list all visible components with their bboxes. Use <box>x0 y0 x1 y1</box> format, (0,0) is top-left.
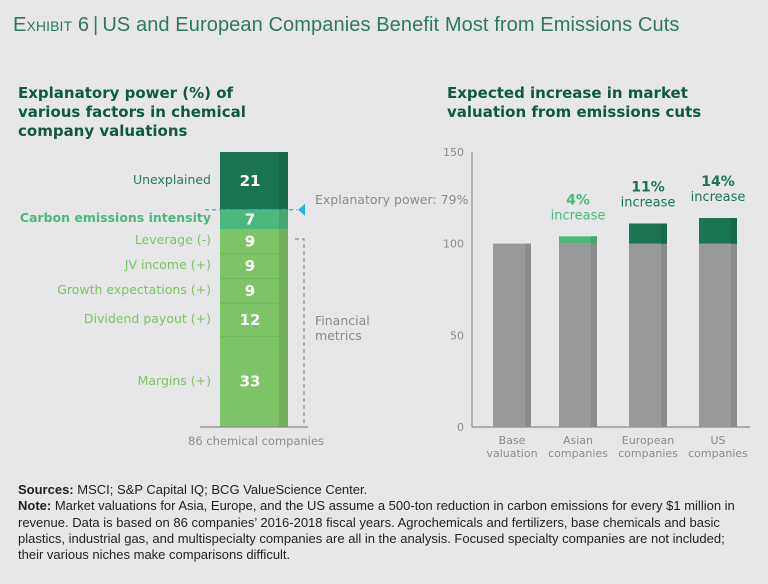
left-chart-title: Explanatory power (%) of various factors… <box>18 84 246 140</box>
y-tick-label: 0 <box>457 421 464 434</box>
note-text: Market valuations for Asia, Europe, and … <box>18 498 735 563</box>
x-category-label: Base <box>499 434 526 447</box>
segment-value-label: 9 <box>245 232 255 250</box>
note-paragraph: Note: Market valuations for Asia, Europe… <box>18 498 753 563</box>
y-tick-label: 100 <box>443 238 464 251</box>
explanatory-power-annotation: Explanatory power: 79% <box>315 192 469 207</box>
sources-label: Sources: <box>18 482 74 497</box>
stacked-segment-4 <box>220 278 288 304</box>
segment-label: Growth expectations (+) <box>57 281 211 297</box>
segment-label: Margins (+) <box>137 372 211 388</box>
segment-value-label: 21 <box>240 172 261 190</box>
base-bar <box>699 243 737 427</box>
x-category-label: valuation <box>486 447 537 460</box>
stacked-segment-shade-2 <box>279 229 288 254</box>
increase-text-label: increase <box>551 208 606 223</box>
base-bar <box>629 243 667 427</box>
base-bar-shade <box>661 243 667 427</box>
increase-bar <box>629 223 667 244</box>
financial-metrics-bracket <box>295 238 305 425</box>
stacked-segment-0 <box>220 152 288 210</box>
stacked-segment-6 <box>220 336 288 427</box>
sources-text: MSCI; S&P Capital IQ; BCG ValueScience C… <box>73 482 368 497</box>
segment-label: JV income (+) <box>124 257 211 273</box>
increase-pct-label: 14% <box>701 174 735 190</box>
stacked-segment-shade-1 <box>279 209 288 229</box>
footer-notes: Sources: MSCI; S&P Capital IQ; BCG Value… <box>18 482 753 563</box>
segment-label: Dividend payout (+) <box>83 310 211 326</box>
right-chart-title: Expected increase in market valuation fr… <box>447 84 702 121</box>
increase-bar-shade <box>731 218 737 244</box>
base-bar-shade <box>525 243 531 427</box>
x-category-label: European <box>622 434 674 447</box>
charts-canvas: 2179991233050100150Basevaluation4%increa… <box>200 146 750 460</box>
segment-value-label: 33 <box>240 373 261 391</box>
exhibit-heading: US and European Companies Benefit Most f… <box>102 14 680 36</box>
increase-pct-label: 4% <box>566 192 590 208</box>
left-chart-xlabel: 86 chemical companies <box>188 434 325 448</box>
exhibit-label: Exhibit 6 <box>13 14 90 36</box>
financial-metrics-annotation: Financial metrics <box>315 313 370 343</box>
segment-label: Carbon emissions intensity <box>19 210 211 226</box>
segment-value-label: 7 <box>245 210 255 228</box>
stacked-segment-shade-6 <box>279 336 288 427</box>
stacked-segment-1 <box>220 209 288 229</box>
increase-bar <box>559 236 597 244</box>
increase-pct-label: 11% <box>631 180 665 196</box>
y-tick-label: 50 <box>450 329 464 342</box>
stacked-segment-shade-0 <box>279 152 288 210</box>
increase-text-label: increase <box>691 190 746 205</box>
stacked-segment-shade-3 <box>279 253 288 279</box>
stacked-segment-3 <box>220 253 288 279</box>
x-category-label: companies <box>688 447 748 460</box>
increase-bar-shade <box>591 236 597 244</box>
x-category-label: companies <box>548 447 608 460</box>
segment-label: Unexplained <box>132 171 211 187</box>
segment-value-label: 12 <box>240 311 261 329</box>
note-label: Note: <box>18 498 52 514</box>
increase-bar <box>699 218 737 244</box>
y-tick-label: 150 <box>443 146 464 159</box>
stacked-segment-shade-5 <box>279 303 288 337</box>
exhibit-title: Exhibit 6 | US and European Companies Bene… <box>13 14 680 37</box>
stacked-segment-shade-4 <box>279 278 288 304</box>
sources-line: Sources: MSCI; S&P Capital IQ; BCG Value… <box>18 482 753 498</box>
segment-label: Leverage (-) <box>134 232 211 248</box>
base-bar <box>559 243 597 427</box>
segment-value-label: 9 <box>245 257 255 275</box>
x-category-label: Asian <box>563 434 593 447</box>
increase-bar-shade <box>661 223 667 244</box>
increase-text-label: increase <box>621 196 676 211</box>
title-separator: | <box>93 14 99 36</box>
stacked-segment-2 <box>220 229 288 254</box>
callout-arrow-icon <box>298 203 305 216</box>
x-category-label: US <box>710 434 725 447</box>
x-category-label: companies <box>618 447 678 460</box>
base-bar <box>493 243 531 427</box>
segment-value-label: 9 <box>245 282 255 300</box>
stacked-segment-5 <box>220 303 288 337</box>
base-bar-shade <box>731 243 737 427</box>
base-bar-shade <box>591 243 597 427</box>
